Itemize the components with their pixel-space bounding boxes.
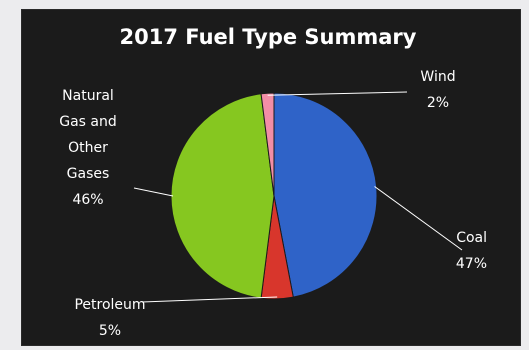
- leader-lines: [133, 91, 463, 303]
- slice-label: Wind 2%: [420, 69, 455, 111]
- pie-slice-natural-gas-and-other-gases: [170, 93, 275, 299]
- slice-label: Petroleum 5%: [74, 297, 145, 339]
- leader-line: [133, 187, 174, 197]
- chart-title: 2017 Fuel Type Summary: [120, 25, 417, 49]
- leader-line: [374, 186, 463, 251]
- pie-slices: [170, 92, 378, 300]
- pie-slice-coal: [273, 92, 378, 298]
- slice-labels: Coal 47% Petroleum 5% Natural Gas and Other Gas…: [59, 69, 487, 339]
- slice-label: Natural Gas and Other Gases 46%: [59, 88, 117, 208]
- slice-label: Coal 47%: [456, 230, 487, 272]
- leader-line: [141, 296, 278, 303]
- leader-line: [267, 91, 408, 96]
- chart-panel: 2017 Fuel Type Summary Coal 47% Petroleum 5…: [22, 10, 520, 345]
- pie-chart: 2017 Fuel Type Summary Coal 47% Petroleum 5…: [59, 25, 487, 339]
- pie-slice-wind: [260, 92, 275, 197]
